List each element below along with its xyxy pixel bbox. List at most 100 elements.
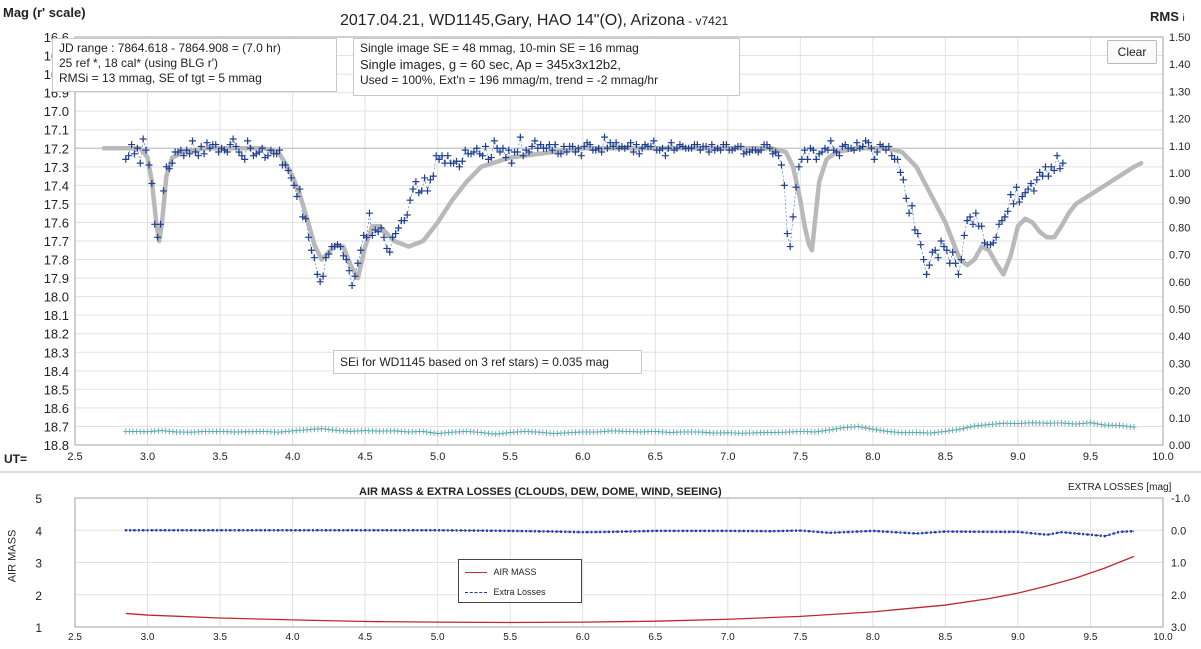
losses-point xyxy=(834,531,837,534)
top-chart-frame xyxy=(74,36,1164,446)
sei-annotation: SEi for WD1145 based on 3 ref stars) = 0… xyxy=(333,350,642,374)
losses-point xyxy=(359,529,362,532)
observation-point xyxy=(351,272,359,280)
observation-point xyxy=(206,144,214,152)
losses-point xyxy=(416,529,419,532)
losses-point xyxy=(1112,532,1115,535)
rms-point xyxy=(881,427,887,434)
x-tick-label: 8.0 xyxy=(865,451,880,463)
losses-point xyxy=(607,530,610,534)
observation-point xyxy=(836,152,844,160)
observation-point xyxy=(905,209,913,217)
losses-point xyxy=(1064,531,1067,534)
observation-point xyxy=(296,185,304,193)
observation-point xyxy=(336,243,344,251)
losses-point xyxy=(681,529,684,533)
losses-point xyxy=(590,530,593,534)
observation-point xyxy=(963,217,971,225)
losses-point xyxy=(185,529,188,532)
losses-point xyxy=(873,529,876,533)
y-axis-label: Mag (r' scale) xyxy=(3,5,86,20)
observation-point xyxy=(696,146,704,154)
losses-point xyxy=(586,530,589,534)
losses-point xyxy=(529,529,532,533)
losses-point xyxy=(559,530,562,533)
observation-point xyxy=(908,202,916,210)
observation-point xyxy=(850,146,858,154)
observation-point xyxy=(183,146,191,154)
losses-point xyxy=(316,529,319,532)
losses-point xyxy=(220,529,223,532)
y2-tick-label: 0.90 xyxy=(1169,195,1190,207)
observation-point xyxy=(902,194,910,202)
y-tick-label: 17.4 xyxy=(44,178,69,193)
observation-point xyxy=(966,213,974,221)
observation-point xyxy=(931,246,939,254)
rms-point xyxy=(815,428,821,435)
observation-point xyxy=(444,152,452,160)
losses-point xyxy=(882,530,885,533)
observation-point xyxy=(305,233,313,241)
observation-point xyxy=(348,282,356,290)
observation-point xyxy=(383,244,391,252)
observation-point xyxy=(386,248,394,256)
x-tick-label: 4.5 xyxy=(357,451,372,463)
rms-line: RMSi = 13 mmag, SE of tgt = 5 mmag xyxy=(59,71,262,85)
losses-point xyxy=(364,529,367,532)
observation-point xyxy=(766,144,774,152)
observation-point xyxy=(339,252,347,260)
losses-point xyxy=(842,530,845,534)
clear-button[interactable]: Clear xyxy=(1107,40,1157,64)
losses-point xyxy=(298,529,301,532)
bottom-y2-tick-label: 2.0 xyxy=(1171,590,1186,602)
bottom-x-tick-label: 9.0 xyxy=(1011,632,1025,643)
rms-point xyxy=(427,429,433,436)
rms-point xyxy=(961,425,967,432)
observation-point xyxy=(215,148,223,156)
losses-point xyxy=(1073,532,1076,535)
losses-point xyxy=(934,531,937,534)
y2-tick-label: 0.70 xyxy=(1169,250,1190,262)
observation-point xyxy=(603,144,611,152)
rms-point xyxy=(859,424,865,431)
observation-point xyxy=(128,141,136,149)
observation-point xyxy=(392,230,400,238)
y-tick-label: 17.3 xyxy=(44,160,69,175)
losses-point xyxy=(947,530,950,533)
observation-point xyxy=(374,228,382,236)
losses-point xyxy=(507,529,510,533)
losses-point xyxy=(677,529,680,533)
observation-point xyxy=(293,192,301,200)
observation-point xyxy=(812,155,820,163)
losses-point xyxy=(281,529,284,532)
rms-point xyxy=(812,428,818,435)
observation-point xyxy=(949,248,957,256)
observation-point xyxy=(310,254,318,262)
observation-point xyxy=(194,152,202,160)
observation-point xyxy=(255,148,263,156)
losses-point xyxy=(1103,534,1106,538)
observation-point xyxy=(145,161,153,169)
losses-point xyxy=(960,530,963,533)
y-tick-label: 18.8 xyxy=(44,438,69,453)
losses-point xyxy=(438,529,441,532)
observation-point xyxy=(571,148,579,156)
y-tick-label: 17.0 xyxy=(44,104,69,119)
bottom-y2-tick-label: 3.0 xyxy=(1171,622,1186,634)
observation-point xyxy=(882,146,890,154)
observation-point xyxy=(496,148,504,156)
se-line: Single image SE = 48 mmag, 10-min SE = 1… xyxy=(360,41,639,55)
y-tick-label: 17.1 xyxy=(44,123,69,138)
losses-point xyxy=(1069,531,1072,535)
bottom-x-tick-label: 4.5 xyxy=(358,632,372,643)
rms-point xyxy=(950,427,956,434)
observation-point xyxy=(632,141,640,149)
observation-point xyxy=(574,144,582,152)
losses-point xyxy=(655,529,658,533)
observation-point xyxy=(920,256,928,264)
y-tick-label: 17.6 xyxy=(44,215,69,230)
y-tick-label: 17.2 xyxy=(44,141,69,156)
observation-point xyxy=(693,141,701,149)
observation-point xyxy=(531,137,539,145)
observation-point xyxy=(923,270,931,278)
